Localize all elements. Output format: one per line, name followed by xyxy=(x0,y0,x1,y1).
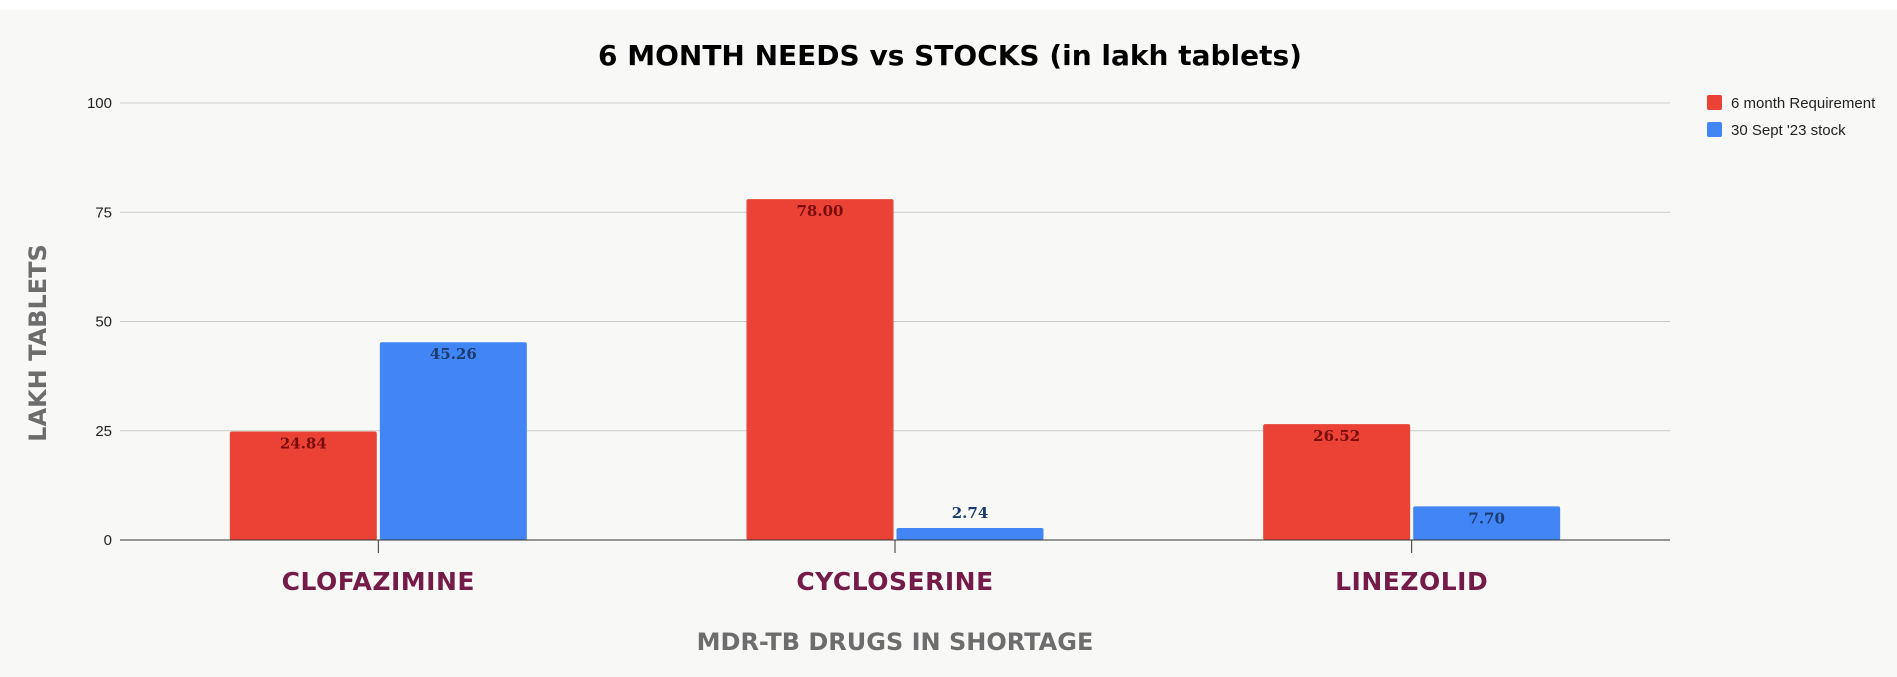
data-label: 24.84 xyxy=(280,434,327,452)
gridlines xyxy=(120,102,1670,432)
data-labels: 24.84 45.26 78.00 2.74 26.52 7.70 xyxy=(280,202,1505,527)
y-tick-label: 75 xyxy=(95,204,112,221)
legend: 6 month Requirement 30 Sept '23 stock xyxy=(1707,95,1876,139)
x-axis-title: MDR-TB DRUGS IN SHORTAGE xyxy=(697,628,1094,656)
legend-label: 6 month Requirement xyxy=(1731,95,1876,112)
bar-requirement-cycloserine xyxy=(746,199,894,540)
chart-title: 6 MONTH NEEDS vs STOCKS (in lakh tablets… xyxy=(598,39,1302,72)
legend-label: 30 Sept '23 stock xyxy=(1731,122,1846,139)
data-label: 78.00 xyxy=(797,202,844,220)
bars xyxy=(229,199,1561,540)
legend-swatch xyxy=(1707,122,1722,137)
data-label: 2.74 xyxy=(952,504,989,522)
data-label: 26.52 xyxy=(1313,427,1360,445)
legend-swatch xyxy=(1707,95,1722,110)
bar-chart: 6 MONTH NEEDS vs STOCKS (in lakh tablets… xyxy=(24,39,1876,656)
x-tick-label: LINEZOLID xyxy=(1335,567,1488,596)
bar-stock-cycloserine xyxy=(896,528,1044,540)
y-axis-title: LAKH TABLETS xyxy=(24,244,52,442)
x-axis: CLOFAZIMINE CYCLOSERINE LINEZOLID xyxy=(120,539,1670,596)
y-tick-label: 25 xyxy=(95,423,112,440)
chart-area: 6 MONTH NEEDS vs STOCKS (in lakh tablets… xyxy=(0,10,1897,677)
data-label: 45.26 xyxy=(430,345,477,363)
bar-stock-linezolid xyxy=(1413,506,1561,540)
bar-requirement-clofazimine xyxy=(229,431,377,540)
x-tick-label: CLOFAZIMINE xyxy=(282,567,475,596)
data-label: 7.70 xyxy=(1468,509,1505,527)
y-tick-label: 50 xyxy=(95,314,112,331)
y-tick-label: 100 xyxy=(87,95,112,112)
y-tick-label: 0 xyxy=(104,532,112,549)
x-tick-label: CYCLOSERINE xyxy=(796,567,993,596)
bar-stock-clofazimine xyxy=(379,342,527,540)
bar-requirement-linezolid xyxy=(1263,424,1411,540)
y-axis-ticks: 0 25 50 75 100 xyxy=(87,95,112,549)
